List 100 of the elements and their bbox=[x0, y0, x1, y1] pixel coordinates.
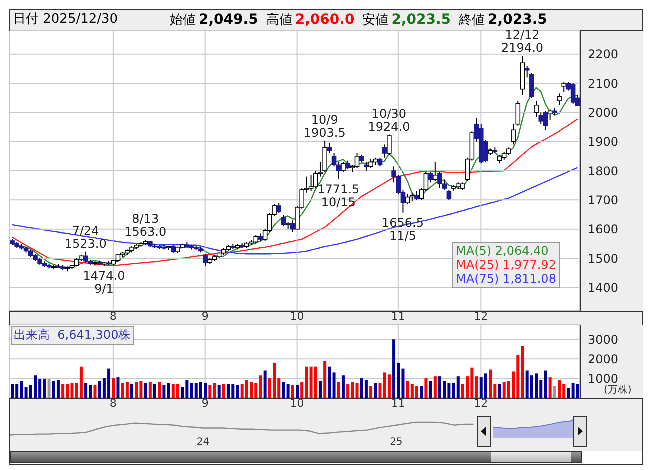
bar bbox=[282, 382, 286, 398]
y-tick-label: 1000 bbox=[588, 372, 619, 386]
bar bbox=[116, 378, 120, 398]
y-tick-label: 1800 bbox=[588, 164, 619, 178]
bar bbox=[222, 384, 226, 398]
bar bbox=[392, 340, 396, 398]
bar bbox=[158, 382, 162, 398]
bar bbox=[213, 383, 216, 398]
candlestick bbox=[516, 100, 521, 126]
bar bbox=[48, 380, 51, 398]
bar bbox=[314, 366, 318, 398]
bar bbox=[176, 384, 180, 398]
bar bbox=[208, 385, 212, 398]
y-tick-label: 1500 bbox=[588, 252, 619, 266]
candlestick bbox=[557, 93, 562, 106]
annotation: 10/9 1903.5 bbox=[304, 112, 346, 140]
y-tick-label: 2000 bbox=[588, 352, 619, 366]
bar bbox=[489, 370, 492, 398]
bar bbox=[364, 380, 368, 398]
chart-subtitle: 始値 2,049.5 高値 2,060.0 安値 2,023.5 終値 2,023.5 bbox=[170, 12, 548, 28]
bar bbox=[346, 384, 350, 398]
candlestick bbox=[405, 194, 410, 206]
bar bbox=[342, 376, 345, 398]
x-tick-label: 9 bbox=[202, 310, 209, 323]
bar bbox=[56, 380, 60, 398]
bar bbox=[324, 361, 327, 398]
y-tick-label: 3000 bbox=[588, 332, 619, 347]
bar bbox=[558, 380, 562, 398]
line-series bbox=[12, 167, 578, 255]
bar bbox=[112, 378, 116, 398]
bar bbox=[218, 385, 221, 398]
bar bbox=[424, 378, 428, 398]
candlestick bbox=[548, 109, 553, 120]
bar bbox=[548, 378, 552, 398]
bar bbox=[553, 386, 556, 398]
bar bbox=[94, 385, 97, 398]
x-tick-label: 25 bbox=[390, 437, 403, 448]
bar bbox=[318, 381, 322, 398]
y-tick-label: 1900 bbox=[588, 135, 619, 150]
bar bbox=[130, 384, 134, 398]
bar bbox=[576, 384, 580, 398]
bar bbox=[332, 372, 336, 398]
bar bbox=[144, 383, 148, 398]
chart-title: 出来高 6,641,300株 bbox=[11, 326, 134, 345]
x-tick-label: 11 bbox=[391, 310, 406, 323]
candlestick bbox=[281, 214, 286, 227]
y-tick-label: 2200 bbox=[588, 48, 619, 62]
x-tick-label: 24 bbox=[196, 437, 210, 448]
bar bbox=[388, 374, 391, 398]
text: MA(25) 1,977.92 bbox=[456, 258, 556, 272]
x-tick-label: 12 bbox=[474, 396, 488, 410]
bar bbox=[484, 374, 488, 398]
bar bbox=[296, 385, 299, 398]
x-tick-label: 8 bbox=[110, 396, 117, 410]
bar bbox=[84, 383, 88, 398]
bar bbox=[420, 386, 424, 398]
candlestick bbox=[354, 153, 360, 169]
x-tick-label: 10 bbox=[290, 396, 304, 410]
y-tick-label: 1600 bbox=[588, 222, 619, 237]
x-tick-label: 12 bbox=[474, 310, 488, 323]
x-tick-label: 9 bbox=[202, 396, 209, 410]
annotation: 8/13 1563.0 bbox=[124, 212, 167, 240]
text: MA(75) 1,811.08 bbox=[456, 272, 556, 286]
candlestick bbox=[387, 134, 392, 156]
bar bbox=[374, 383, 378, 398]
bar bbox=[80, 366, 83, 398]
bar bbox=[162, 385, 166, 398]
y-tick-label: 1700 bbox=[588, 193, 619, 208]
bar bbox=[154, 384, 156, 398]
x-tick-label: 8 bbox=[110, 310, 117, 323]
candlestick bbox=[332, 153, 337, 168]
y-tick-label: 2100 bbox=[588, 76, 619, 91]
candlestick bbox=[511, 124, 516, 146]
x-tick-label: 11 bbox=[391, 396, 406, 410]
candlestick bbox=[562, 82, 567, 93]
bar bbox=[337, 382, 340, 398]
bar bbox=[286, 384, 290, 398]
bar bbox=[62, 384, 65, 398]
annotation: 12/12 2194.0 bbox=[502, 28, 544, 56]
bar bbox=[498, 384, 502, 398]
bar bbox=[167, 383, 170, 398]
bar bbox=[475, 376, 478, 398]
annotation: 10/30 1924.0 bbox=[368, 106, 410, 134]
bar bbox=[291, 385, 294, 398]
candlestick bbox=[433, 162, 438, 182]
text: MA(5) 2,064.40 bbox=[456, 244, 550, 258]
bar bbox=[429, 381, 432, 398]
bar bbox=[370, 386, 373, 398]
bar bbox=[567, 388, 570, 398]
y-tick-label: 2000 bbox=[588, 106, 619, 120]
bar bbox=[456, 376, 460, 398]
bar bbox=[135, 382, 138, 398]
x-tick-label: 10 bbox=[290, 310, 304, 323]
candlestick bbox=[446, 189, 452, 201]
y-tick-label: 1400 bbox=[588, 280, 619, 295]
candlestick bbox=[570, 83, 576, 104]
bar bbox=[227, 384, 230, 398]
bar bbox=[434, 376, 437, 398]
chart-title: 日付 2025/12/30 bbox=[13, 11, 118, 29]
annotation: 1771.5 10/15 bbox=[318, 182, 360, 210]
